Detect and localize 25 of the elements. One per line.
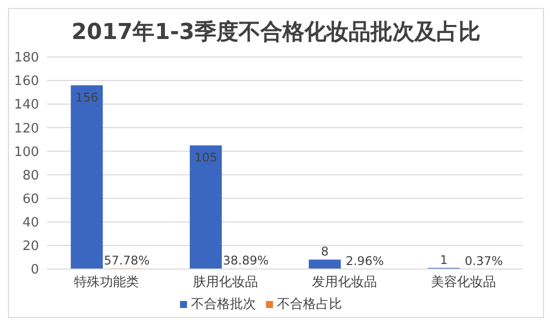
y-tick-label: 0: [30, 262, 39, 278]
data-label: 105: [194, 150, 218, 164]
data-label: 1: [440, 252, 448, 267]
data-label: 57.78%: [104, 253, 150, 268]
x-tick-label: 美容化妆品: [431, 274, 496, 290]
x-tick-label: 特殊功能类: [74, 275, 139, 290]
legend-label: 不合格占比: [277, 297, 342, 312]
y-tick-label: 160: [14, 74, 39, 90]
y-tick-label: 60: [22, 192, 39, 207]
y-tick-label: 180: [14, 50, 39, 66]
y-tick-label: 40: [22, 216, 39, 231]
data-label: 38.89%: [222, 254, 269, 268]
y-tick-label: 140: [14, 98, 39, 113]
x-tick-label: 肤用化妆品: [193, 275, 258, 290]
data-label: 156: [75, 90, 98, 104]
y-tick-label: 100: [14, 144, 39, 160]
data-label: 0.37%: [464, 254, 503, 268]
chart-title: 2017年1-3季度不合格化妆品批次及占比: [70, 18, 482, 47]
data-label: 2.96%: [346, 254, 384, 268]
data-label: 8: [320, 244, 329, 259]
x-tick-label: 发用化妆品: [312, 275, 377, 290]
y-tick-label: 120: [14, 121, 39, 136]
y-tick-label: 20: [22, 239, 39, 254]
y-tick-label: 80: [22, 168, 39, 184]
legend-label: 不合格批次: [191, 297, 256, 312]
